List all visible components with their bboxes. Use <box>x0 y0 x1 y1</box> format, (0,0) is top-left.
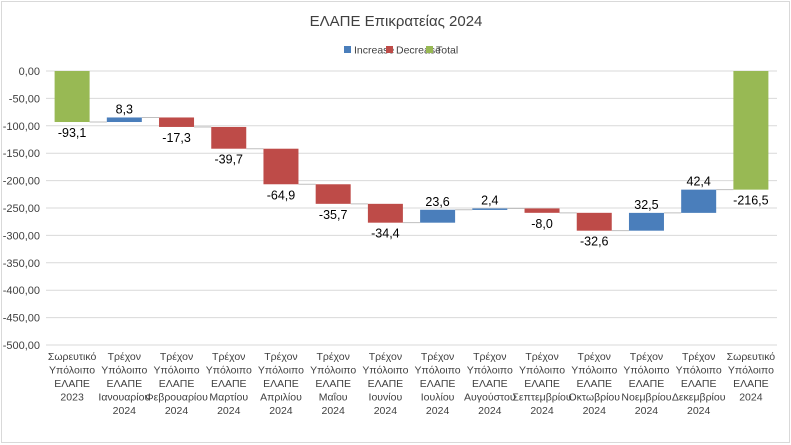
bar-increase <box>628 212 664 231</box>
data-label: 8,3 <box>116 102 133 116</box>
legend-swatch-increase <box>344 46 351 53</box>
legend-swatch-total <box>426 46 433 53</box>
y-tick-label: -200,00 <box>3 176 40 188</box>
category-label: Τρέχον Υπόλοιπο ΕΛΑΠΕ Ιανουαρίου 2024 <box>98 351 150 417</box>
data-label: -32,6 <box>580 235 609 249</box>
category-label: Σωρευτικό Υπόλοιπο ΕΛΑΠΕ 2023 <box>48 351 97 404</box>
data-label: -93,1 <box>58 126 87 140</box>
category-label: Σωρευτικό Υπόλοιπο ΕΛΑΠΕ 2024 <box>727 351 776 404</box>
bar-increase <box>681 189 717 213</box>
category-label: Τρέχον Υπόλοιπο ΕΛΑΠΕ Σεπτεμβρίου 2024 <box>512 351 571 417</box>
data-label: 32,5 <box>634 198 658 212</box>
y-tick-label: -250,00 <box>3 203 40 215</box>
bar-total <box>733 71 769 190</box>
bars <box>54 71 769 231</box>
bar-decrease <box>367 203 403 223</box>
bar-decrease <box>524 208 560 213</box>
data-label: -34,4 <box>371 227 400 241</box>
legend-label-total: Total <box>436 45 458 57</box>
category-label: Τρέχον Υπόλοιπο ΕΛΑΠΕ Δεκεμβρίου 2024 <box>672 351 726 417</box>
category-label: Τρέχον Υπόλοιπο ΕΛΑΠΕ Οκτωβρίου 2024 <box>568 351 620 417</box>
gridlines <box>46 70 777 346</box>
y-tick-label: -100,00 <box>3 121 40 133</box>
category-label: Τρέχον Υπόλοιπο ΕΛΑΠΕ Απριλίου 2024 <box>258 351 304 417</box>
data-label: -64,9 <box>267 188 296 202</box>
bar-increase <box>106 117 142 123</box>
category-label: Τρέχον Υπόλοιπο ΕΛΑΠΕ Ιουνίου 2024 <box>362 351 408 417</box>
category-label: Τρέχον Υπόλοιπο ΕΛΑΠΕ Νοεμβρίου 2024 <box>621 351 671 417</box>
y-tick-label: -450,00 <box>3 313 40 325</box>
data-label: -35,7 <box>319 208 348 222</box>
data-label: -17,3 <box>162 131 191 145</box>
bar-decrease <box>263 148 299 185</box>
chart-title: ΕΛΑΠΕ Επικρατείας 2024 <box>310 13 483 30</box>
data-label: -8,0 <box>531 217 553 231</box>
legend-label-decrease: Decrease <box>396 45 441 57</box>
bar-increase <box>472 208 508 210</box>
data-label: -39,7 <box>215 153 244 167</box>
y-tick-label: -400,00 <box>3 285 40 297</box>
category-label: Τρέχον Υπόλοιπο ΕΛΑΠΕ Αυγούστου 2024 <box>464 351 516 417</box>
category-label: Τρέχον Υπόλοιπο ΕΛΑΠΕ Ιουλίου 2024 <box>415 351 461 417</box>
y-tick-label: 0,00 <box>19 66 40 78</box>
bar-decrease <box>211 126 247 149</box>
bar-decrease <box>159 117 195 127</box>
data-label: -216,5 <box>733 194 768 208</box>
legend-label-increase: Increase <box>354 45 394 57</box>
bar-increase <box>420 209 456 223</box>
y-tick-label: -150,00 <box>3 148 40 160</box>
category-label: Τρέχον Υπόλοιπο ΕΛΑΠΕ Μαρτίου 2024 <box>206 351 252 417</box>
bar-total <box>54 71 90 123</box>
data-label: 2,4 <box>481 193 498 207</box>
connector-lines <box>89 116 734 232</box>
category-label: Τρέχον Υπόλοιπο ΕΛΑΠΕ Μαΐου 2024 <box>310 351 356 417</box>
y-tick-label: -350,00 <box>3 258 40 270</box>
data-labels: -93,1 8,3 -17,3 -39,7 -64,9 -35,7 -34,4 23,6 2,4… <box>58 102 769 248</box>
y-tick-label: -300,00 <box>3 230 40 242</box>
legend-swatch-decrease <box>386 46 393 53</box>
y-tick-label: -50,00 <box>9 93 40 105</box>
y-tick-label: -500,00 <box>3 340 40 352</box>
bar-decrease <box>576 212 612 231</box>
category-label: Τρέχον Υπόλοιπο ΕΛΑΠΕ Φεβρουαρίου 2024 <box>145 351 208 417</box>
y-axis: 0,00 -50,00 -100,00 -150,00 -200,00 -250,00 -3… <box>3 66 40 352</box>
bar-decrease <box>315 184 351 204</box>
data-label: 23,6 <box>425 195 449 209</box>
data-label: 42,4 <box>687 175 711 189</box>
